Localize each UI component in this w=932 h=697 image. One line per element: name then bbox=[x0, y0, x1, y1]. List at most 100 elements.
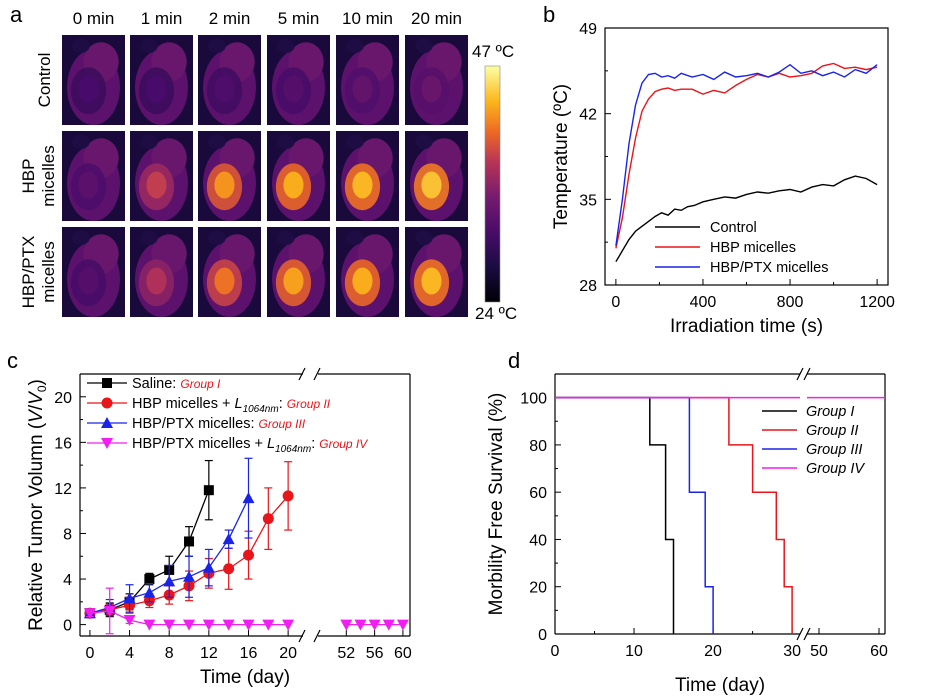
legend-text-part: 1064nm bbox=[243, 404, 279, 415]
axis-break-mark bbox=[796, 627, 804, 641]
y-tick-label: 49 bbox=[579, 21, 597, 38]
mouse-ear bbox=[346, 230, 364, 245]
mouse-ear bbox=[415, 134, 433, 149]
y-tick-label: 28 bbox=[579, 278, 597, 295]
legend-label-group-i: Group I bbox=[806, 404, 854, 420]
series-line-control bbox=[615, 175, 878, 263]
y-tick-label: 42 bbox=[579, 107, 597, 124]
data-point-triangle-down bbox=[340, 619, 353, 631]
data-point-triangle-down bbox=[368, 619, 381, 631]
legend-text-part: L bbox=[234, 396, 242, 412]
row-label-text: micelles bbox=[39, 145, 58, 206]
x-tick-label: 60 bbox=[870, 643, 888, 660]
data-point-triangle-down bbox=[262, 619, 275, 631]
column-header-10-min: 10 min bbox=[342, 9, 393, 28]
legend-label-group-iv: HBP/PTX micelles + L1064nm: Group IV bbox=[132, 436, 368, 455]
colorbar-min-label: 24 ºC bbox=[475, 304, 517, 323]
y-tick-label: 100 bbox=[520, 391, 547, 408]
x-tick-label: 12 bbox=[200, 645, 218, 662]
legend-label-group-iv: Group IV bbox=[806, 461, 865, 477]
data-point-circle bbox=[223, 563, 235, 575]
series-line-group-iii bbox=[555, 396, 714, 634]
series-line-hbp-ptx-micelles bbox=[615, 63, 878, 246]
series-line-hbp-micelles bbox=[615, 62, 878, 249]
row-label-2: HBP micelles bbox=[19, 145, 58, 206]
y-tick-label: 80 bbox=[529, 438, 547, 455]
legend-marker-group-iii bbox=[101, 417, 113, 428]
thermal-image-r1-c6 bbox=[405, 35, 468, 126]
mouse-ear bbox=[346, 134, 364, 149]
y-tick-label: 4 bbox=[63, 572, 72, 589]
legend-marker-group-i bbox=[102, 378, 112, 388]
legend-label-hbp-ptx-micelles: HBP/PTX micelles bbox=[710, 260, 828, 276]
x-tick-label: 20 bbox=[704, 643, 722, 660]
y-axis-title: Morbility Free Survival (%) bbox=[486, 393, 507, 616]
axis-break-mark bbox=[313, 367, 321, 381]
data-point-circle bbox=[282, 490, 294, 502]
row-label-3: HBP/PTX micelles bbox=[19, 236, 58, 309]
data-point-triangle-down bbox=[354, 619, 367, 631]
legend-text-part: Group II bbox=[287, 397, 331, 411]
thermal-image-r3-c6 bbox=[405, 227, 468, 317]
panel-d-letter: d bbox=[508, 348, 520, 373]
tumor-hotspot-core bbox=[78, 267, 99, 295]
data-point-triangle-down bbox=[103, 605, 116, 617]
panel-b-letter: b bbox=[543, 2, 555, 27]
x-tick-label: 20 bbox=[279, 645, 297, 662]
mouse-ear bbox=[346, 38, 364, 53]
thermal-image-r1-c5 bbox=[336, 35, 399, 126]
legend-text-part: HBP/PTX micelles: bbox=[132, 416, 259, 432]
data-point-triangle-down bbox=[202, 619, 215, 631]
tumor-hotspot-core bbox=[283, 75, 304, 103]
legend-text-part: : bbox=[311, 436, 319, 452]
colorbar-max-label: 47 ºC bbox=[472, 42, 514, 61]
panel-b: b 0 400 800 1200 28 35 42 49 Irradiation time (s… bbox=[543, 2, 895, 337]
data-point-square bbox=[184, 536, 195, 547]
thermal-image-r2-c3 bbox=[198, 131, 261, 221]
data-point-triangle-up bbox=[242, 492, 255, 504]
legend-text-part: Group I bbox=[180, 377, 221, 391]
data-point-triangle-down bbox=[242, 619, 255, 631]
panel-c: c 0 4 8 12 16 20 52 56 60 0 4 8 12 16 20 Time (day) Rela… bbox=[7, 348, 412, 688]
y-axis-title: Temperature (ºC) bbox=[551, 84, 572, 229]
thermal-image-r1-c2 bbox=[130, 35, 193, 126]
mouse-ear bbox=[208, 38, 226, 53]
y-tick-label: 20 bbox=[529, 580, 547, 597]
y-axis-title-part: Relative Tumor Volumn ( bbox=[26, 422, 47, 631]
column-header-20-min: 20 min bbox=[411, 9, 462, 28]
axis-break-mark bbox=[796, 367, 804, 381]
tumor-hotspot-core bbox=[283, 171, 304, 199]
y-tick-label: 20 bbox=[54, 390, 72, 407]
x-axis-title: Time (day) bbox=[675, 675, 765, 696]
mouse-ear bbox=[277, 230, 295, 245]
axis-break-mark bbox=[803, 367, 811, 381]
x-tick-label: 8 bbox=[165, 645, 174, 662]
y-tick-label: 12 bbox=[54, 481, 72, 498]
mouse-ear bbox=[140, 134, 158, 149]
legend-text-part: HBP micelles + bbox=[132, 396, 234, 412]
column-header-1-min: 1 min bbox=[141, 9, 183, 28]
axis-break-mark bbox=[298, 629, 306, 643]
tumor-hotspot-core bbox=[146, 267, 167, 295]
panel-a-letter: a bbox=[10, 2, 23, 27]
thermal-image-grid bbox=[62, 35, 468, 317]
thermal-image-r2-c4 bbox=[267, 131, 330, 221]
x-tick-label: 56 bbox=[366, 645, 384, 662]
chart-c-plot: 0 4 8 12 16 20 52 56 60 0 4 8 12 16 20 Time (day) Relati… bbox=[26, 367, 412, 688]
legend-label-group-ii: Group II bbox=[806, 423, 858, 439]
x-axis-title: Time (day) bbox=[200, 667, 290, 688]
thermal-image-r2-c1 bbox=[62, 131, 125, 221]
x-tick-label: 0 bbox=[85, 645, 94, 662]
panel-a: a 0 min 1 min 2 min 5 min 10 min 20 min Contr… bbox=[10, 2, 517, 323]
data-point-triangle-up bbox=[143, 586, 156, 598]
legend-label-group-i: Saline: Group I bbox=[132, 376, 221, 392]
y-tick-label: 16 bbox=[54, 435, 72, 452]
x-tick-label: 60 bbox=[394, 645, 412, 662]
data-point-square bbox=[144, 574, 155, 585]
tumor-hotspot-core bbox=[352, 171, 373, 199]
data-point-triangle-up bbox=[202, 561, 215, 573]
legend-text-part: : bbox=[279, 396, 287, 412]
legend-label-group-iii: HBP/PTX micelles: Group III bbox=[132, 416, 306, 432]
